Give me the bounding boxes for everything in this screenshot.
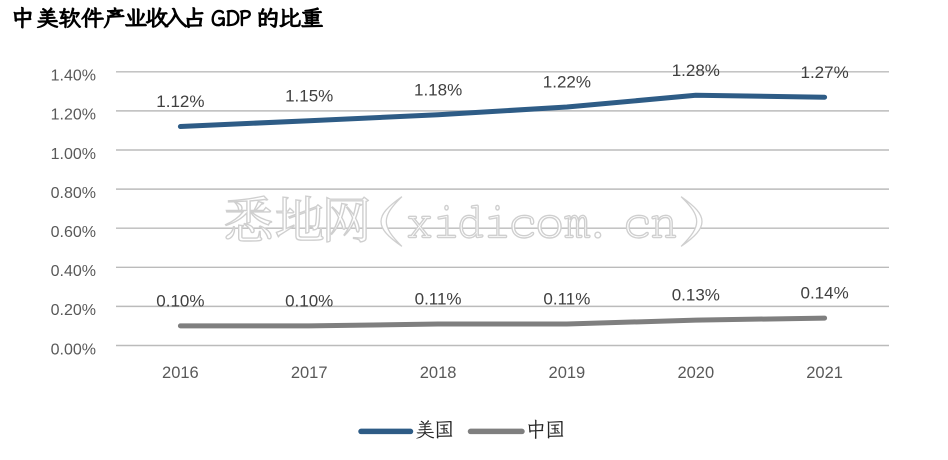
svg-text:2021: 2021 [806, 364, 843, 382]
svg-text:0.11%: 0.11% [543, 290, 590, 309]
svg-text:1.28%: 1.28% [672, 61, 720, 80]
svg-text:2017: 2017 [291, 364, 328, 382]
svg-text:2019: 2019 [549, 364, 586, 382]
svg-text:1.40%: 1.40% [51, 68, 96, 85]
svg-text:1.27%: 1.27% [800, 63, 848, 82]
svg-text:0.20%: 0.20% [51, 302, 96, 319]
svg-text:1.20%: 1.20% [51, 107, 96, 124]
svg-text:0.60%: 0.60% [51, 224, 96, 241]
svg-text:0.14%: 0.14% [800, 284, 848, 303]
svg-text:0.40%: 0.40% [51, 263, 96, 280]
svg-text:0.10%: 0.10% [285, 292, 333, 311]
svg-text:1.22%: 1.22% [543, 73, 591, 92]
svg-text:0.13%: 0.13% [672, 286, 720, 305]
svg-text:1.15%: 1.15% [285, 86, 333, 105]
svg-text:0.10%: 0.10% [156, 292, 204, 311]
svg-text:0.80%: 0.80% [51, 185, 96, 202]
svg-text:1.18%: 1.18% [414, 80, 462, 99]
svg-text:2020: 2020 [677, 364, 714, 382]
svg-text:1.00%: 1.00% [51, 146, 96, 163]
svg-text:0.00%: 0.00% [51, 341, 96, 358]
svg-text:0.11%: 0.11% [415, 290, 462, 309]
svg-text:1.12%: 1.12% [156, 92, 204, 111]
svg-text:2016: 2016 [162, 364, 199, 382]
svg-text:2018: 2018 [420, 364, 457, 382]
